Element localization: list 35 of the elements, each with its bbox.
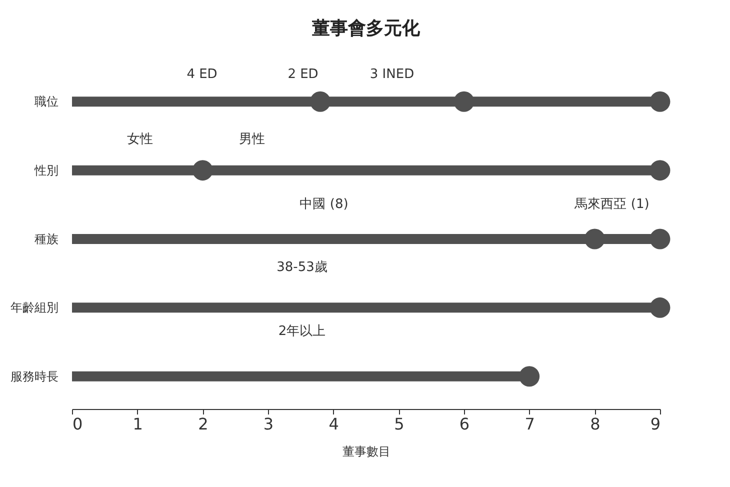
point bbox=[192, 160, 213, 181]
x-tick-label: 1 bbox=[132, 414, 143, 434]
y-tick-label: 年齡組別 bbox=[10, 300, 58, 315]
x-tick-label: 5 bbox=[394, 414, 404, 434]
text: 2 ED bbox=[288, 67, 318, 82]
point bbox=[650, 91, 670, 112]
text: 4 ED bbox=[186, 67, 218, 82]
chart-title: 董事會多元化 bbox=[311, 18, 421, 39]
x-tick-label: 9 bbox=[650, 414, 660, 434]
point bbox=[650, 228, 670, 250]
annotation: 男性 bbox=[239, 132, 265, 147]
point bbox=[454, 91, 474, 112]
x-tick-label: 2 bbox=[198, 414, 208, 434]
x-tick-label: 0 bbox=[72, 414, 83, 434]
x-tick-label: 4 bbox=[328, 414, 339, 434]
point bbox=[310, 91, 331, 112]
y-tick-label: 性別 bbox=[34, 163, 58, 178]
point bbox=[650, 160, 670, 181]
point bbox=[519, 366, 540, 387]
y-tick-label: 種族 bbox=[34, 232, 58, 246]
annotation: 中國 (8) bbox=[300, 197, 348, 212]
point bbox=[584, 228, 605, 250]
x-tick-label: 7 bbox=[524, 414, 535, 434]
x-axis-title: 董事數目 bbox=[342, 444, 390, 458]
x-tick-label: 6 bbox=[459, 414, 470, 434]
y-tick-label: 職位 bbox=[34, 94, 58, 109]
text: 3 INED bbox=[370, 67, 414, 82]
x-tick-label: 8 bbox=[590, 414, 600, 434]
y-tick-label: 服務時長 bbox=[10, 369, 58, 384]
annotation: 38-53歲 bbox=[276, 260, 328, 275]
x-tick-label: 3 bbox=[263, 414, 274, 434]
annotation: 女性 bbox=[127, 132, 153, 147]
annotation: 2年以上 bbox=[278, 324, 326, 339]
point bbox=[650, 297, 670, 318]
annotation: 馬來西亞 (1) bbox=[574, 197, 650, 212]
